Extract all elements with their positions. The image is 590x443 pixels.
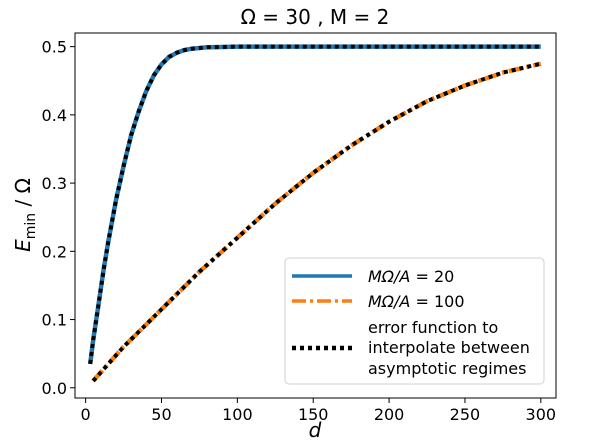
- x-tick-label-3: 150: [298, 405, 329, 424]
- legend-label-2: MΩ/A = 100: [368, 292, 465, 311]
- series-line-3-part-2: [91, 61, 542, 383]
- legend-label-3-line-1: error function to: [368, 318, 498, 337]
- y-tick-label-2: 0.2: [42, 242, 67, 261]
- ticks-layer: 0 50 100 150 200 250 300 0.0 0.1 0.2 0.3 0.4 0.5: [42, 38, 557, 424]
- series-line-2: [91, 61, 542, 383]
- x-tick-label-5: 250: [450, 405, 481, 424]
- plot-frame: [74, 32, 557, 399]
- legend-label-3-line-3: asymptotic regimes: [368, 359, 526, 378]
- y-tick-label-5: 0.5: [42, 38, 67, 57]
- legend-label-1: MΩ/A = 20: [368, 267, 454, 286]
- x-tick-label-2: 100: [222, 405, 253, 424]
- legend-box: [284, 257, 545, 385]
- plot-area: 0 50 100 150 200 250 300 0.0 0.1 0.2 0.3 0.4 0.5: [42, 32, 557, 424]
- x-tick-label-6: 300: [526, 405, 557, 424]
- x-tick-label-0: 0: [81, 405, 91, 424]
- y-tick-label-4: 0.4: [42, 106, 67, 125]
- series-line-3-part-1: [88, 44, 541, 365]
- y-axis-label: Emin / Ω: [11, 178, 39, 252]
- legend-label-3-line-2: interpolate between: [368, 338, 530, 357]
- x-axis-label: d: [309, 418, 322, 442]
- x-tick-label-4: 200: [374, 405, 405, 424]
- x-tick-label-1: 50: [151, 405, 171, 424]
- y-tick-label-3: 0.3: [42, 174, 67, 193]
- y-tick-label-0: 0.0: [42, 379, 67, 398]
- y-tick-label-1: 0.1: [42, 311, 67, 330]
- chart-title: Ω = 30 , M = 2: [241, 5, 390, 29]
- series-layer: [87, 44, 542, 383]
- legend: MΩ/A = 20 MΩ/A = 100 error function to i…: [284, 257, 545, 385]
